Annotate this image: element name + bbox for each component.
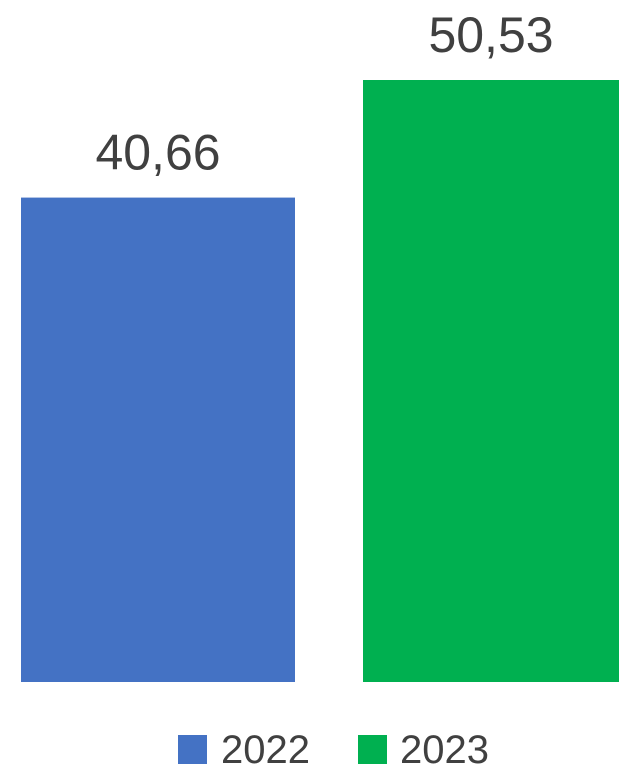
bars-group: [21, 80, 619, 682]
legend-label-2023: 2023: [400, 728, 489, 768]
legend-label-2022: 2022: [221, 728, 310, 768]
data-labels-group: 40,66 50,53: [95, 7, 553, 181]
data-label-2022: 40,66: [95, 125, 220, 181]
bar-2023: [363, 80, 619, 682]
legend: 2022 2023: [178, 728, 489, 768]
data-label-2023: 50,53: [428, 7, 553, 63]
legend-swatch-2023: [358, 735, 387, 764]
bar-2022: [21, 197, 295, 682]
legend-swatch-2022: [178, 735, 207, 764]
